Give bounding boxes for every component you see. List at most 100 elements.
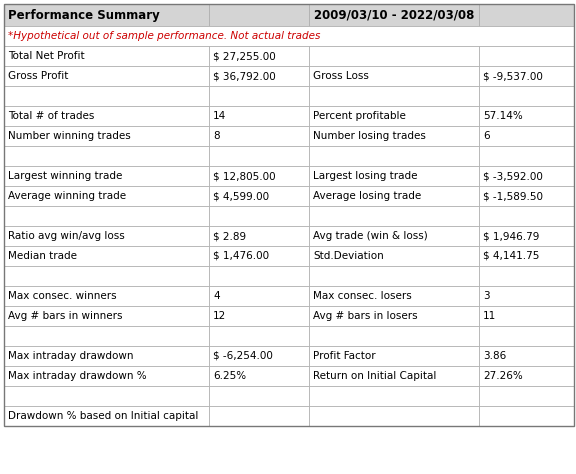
Bar	[479, 146, 574, 166]
Text: 6: 6	[483, 131, 490, 141]
Bar	[479, 126, 574, 146]
Text: Max intraday drawdown: Max intraday drawdown	[8, 351, 134, 361]
Text: Average winning trade: Average winning trade	[8, 191, 126, 201]
Bar	[209, 306, 309, 326]
Bar	[309, 146, 479, 166]
Text: Avg # bars in losers: Avg # bars in losers	[313, 311, 418, 321]
Text: $ 4,599.00: $ 4,599.00	[213, 191, 269, 201]
Bar	[4, 406, 209, 426]
Bar	[479, 206, 574, 226]
Text: $ 1,946.79: $ 1,946.79	[483, 231, 539, 241]
Bar	[4, 366, 209, 386]
Bar	[479, 66, 574, 86]
Bar	[209, 66, 309, 86]
Bar	[479, 266, 574, 286]
Bar	[479, 286, 574, 306]
Bar	[4, 266, 209, 286]
Bar	[4, 206, 209, 226]
Text: *Hypothetical out of sample performance. Not actual trades: *Hypothetical out of sample performance.…	[8, 31, 320, 41]
Bar	[479, 326, 574, 346]
Bar	[309, 306, 479, 326]
Text: Max intraday drawdown %: Max intraday drawdown %	[8, 371, 147, 381]
Bar	[209, 386, 309, 406]
Bar	[479, 406, 574, 426]
Bar	[209, 206, 309, 226]
Text: $ 27,255.00: $ 27,255.00	[213, 51, 276, 61]
Bar	[4, 306, 209, 326]
Text: Average losing trade: Average losing trade	[313, 191, 421, 201]
Bar	[209, 226, 309, 246]
Text: 11: 11	[483, 311, 497, 321]
Bar	[209, 326, 309, 346]
Bar	[309, 266, 479, 286]
Text: 3: 3	[483, 291, 490, 301]
Bar	[4, 246, 209, 266]
Text: $ -3,592.00: $ -3,592.00	[483, 171, 543, 181]
Bar	[209, 246, 309, 266]
Bar	[209, 146, 309, 166]
Text: Largest winning trade: Largest winning trade	[8, 171, 122, 181]
Text: Median trade: Median trade	[8, 251, 77, 261]
Bar	[4, 26, 574, 46]
Text: Return on Initial Capital: Return on Initial Capital	[313, 371, 437, 381]
Bar	[4, 66, 209, 86]
Bar	[309, 166, 479, 186]
Text: $ 1,476.00: $ 1,476.00	[213, 251, 269, 261]
Bar	[479, 46, 574, 66]
Text: Max consec. winners: Max consec. winners	[8, 291, 116, 301]
Text: Performance Summary: Performance Summary	[8, 9, 160, 21]
Bar	[309, 86, 479, 106]
Text: $ -6,254.00: $ -6,254.00	[213, 351, 273, 361]
Bar	[209, 286, 309, 306]
Bar	[309, 246, 479, 266]
Bar	[209, 186, 309, 206]
Bar	[4, 326, 209, 346]
Bar	[479, 246, 574, 266]
Bar	[4, 86, 209, 106]
Text: 6.25%: 6.25%	[213, 371, 246, 381]
Bar	[4, 4, 209, 26]
Text: Largest losing trade: Largest losing trade	[313, 171, 418, 181]
Text: $ 12,805.00: $ 12,805.00	[213, 171, 276, 181]
Bar	[479, 106, 574, 126]
Bar	[4, 386, 209, 406]
Bar	[4, 226, 209, 246]
Bar	[209, 4, 309, 26]
Text: 27.26%: 27.26%	[483, 371, 523, 381]
Text: Number winning trades: Number winning trades	[8, 131, 131, 141]
Text: Avg trade (win & loss): Avg trade (win & loss)	[313, 231, 428, 241]
Bar	[309, 46, 479, 66]
Bar	[4, 186, 209, 206]
Text: Total Net Profit: Total Net Profit	[8, 51, 85, 61]
Text: 14: 14	[213, 111, 226, 121]
Text: Gross Profit: Gross Profit	[8, 71, 69, 81]
Bar	[209, 166, 309, 186]
Bar	[479, 366, 574, 386]
Bar	[4, 346, 209, 366]
Bar	[309, 186, 479, 206]
Text: Ratio avg win/avg loss: Ratio avg win/avg loss	[8, 231, 125, 241]
Text: $ 2.89: $ 2.89	[213, 231, 246, 241]
Text: $ 4,141.75: $ 4,141.75	[483, 251, 539, 261]
Text: 57.14%: 57.14%	[483, 111, 523, 121]
Bar	[4, 4, 574, 426]
Bar	[309, 206, 479, 226]
Bar	[479, 86, 574, 106]
Text: $ -1,589.50: $ -1,589.50	[483, 191, 543, 201]
Bar	[4, 166, 209, 186]
Bar	[309, 386, 479, 406]
Bar	[309, 366, 479, 386]
Bar	[4, 106, 209, 126]
Bar	[209, 86, 309, 106]
Bar	[309, 226, 479, 246]
Bar	[209, 366, 309, 386]
Bar	[4, 46, 209, 66]
Bar	[209, 106, 309, 126]
Text: Std.Deviation: Std.Deviation	[313, 251, 384, 261]
Bar	[479, 386, 574, 406]
Text: 3.86: 3.86	[483, 351, 506, 361]
Text: Drawdown % based on Initial capital: Drawdown % based on Initial capital	[8, 411, 198, 421]
Bar	[479, 166, 574, 186]
Text: 12: 12	[213, 311, 226, 321]
Text: Gross Loss: Gross Loss	[313, 71, 369, 81]
